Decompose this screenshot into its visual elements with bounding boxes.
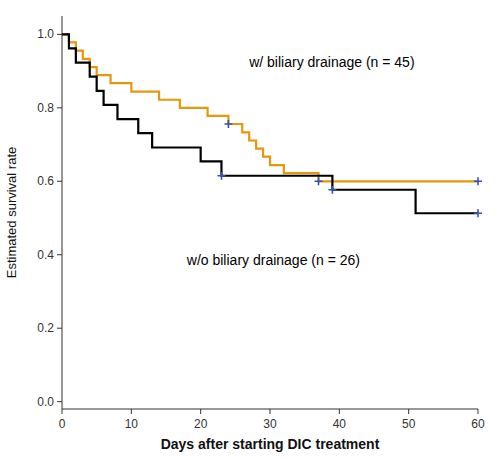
x-tick-label: 60 [471,417,485,431]
survival-curve [62,34,478,213]
y-tick-label: 0.8 [37,101,54,115]
y-tick [57,328,62,329]
censor-mark [217,172,225,180]
series-label: w/ biliary drainage (n = 45) [248,54,414,70]
y-tick-label: 0.4 [37,248,54,262]
x-axis-label: Days after starting DIC treatment [161,436,380,452]
y-tick [57,107,62,108]
y-tick [57,254,62,255]
x-tick [62,409,63,414]
x-tick [478,409,479,414]
survival-curve [62,34,478,181]
chart: 0 10 20 30 40 50 60 0.0 0.2 0.4 0.6 0.8 1.0 Days afte… [0,0,500,461]
censor-mark [474,177,482,185]
y-tick [57,181,62,182]
series-label: w/o biliary drainage (n = 26) [186,252,360,268]
censor-marks [217,120,482,217]
censor-mark [315,177,323,185]
x-tick-label: 20 [194,417,208,431]
y-axis-line [62,16,63,409]
plot-area [62,34,478,213]
censor-mark [224,120,232,128]
censor-mark [328,186,336,194]
y-axis-label: Estimated survival rate [4,147,19,279]
censor-mark [474,209,482,217]
y-tick-label: 0.6 [37,174,54,188]
x-tick [131,409,132,414]
y-tick-label: 0.0 [37,395,54,409]
x-tick-label: 30 [263,417,277,431]
x-tick-label: 40 [333,417,347,431]
y-tick [57,401,62,402]
x-tick-label: 0 [59,417,66,431]
x-tick [270,409,271,414]
x-tick-label: 10 [125,417,139,431]
x-tick [408,409,409,414]
y-tick [57,34,62,35]
x-tick [200,409,201,414]
x-tick [339,409,340,414]
x-tick-label: 50 [402,417,416,431]
y-tick-label: 0.2 [37,321,54,335]
y-tick-label: 1.0 [37,27,54,41]
